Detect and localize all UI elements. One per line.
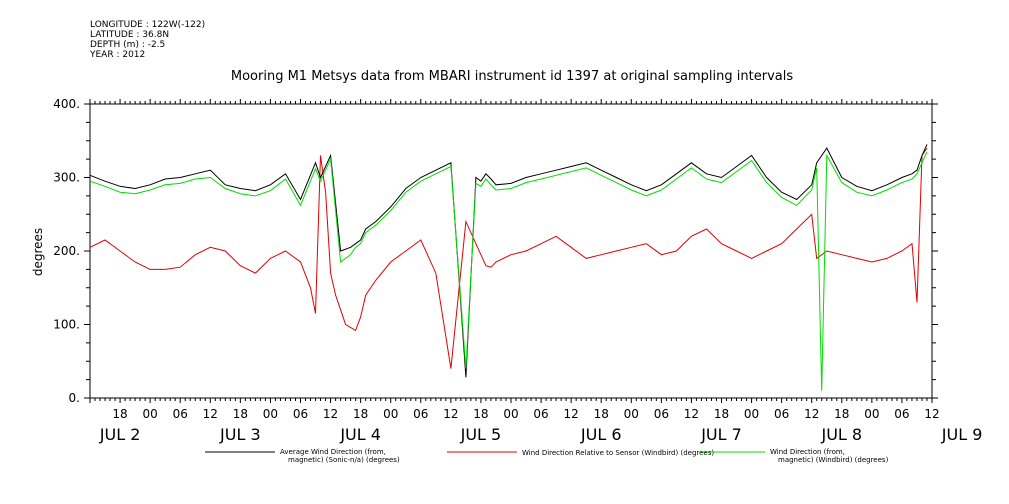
x-hour-label: 00 — [624, 407, 639, 421]
latitude-text: LATITUDE : 36.8N — [90, 30, 170, 40]
x-hour-label: 12 — [924, 407, 939, 421]
x-hour-label: 18 — [714, 407, 729, 421]
legend-label-2-line2: magnetic) (Windbird) (degrees) — [778, 456, 889, 464]
plot-axes: 18 00 06 12 18 00 06 12 18 00 06 12 18 00 06 12 18 00 06 12… — [53, 97, 982, 444]
series-line-2 — [89, 151, 928, 391]
chart-title: Mooring M1 Metsys data from MBARI instru… — [231, 69, 793, 84]
legend-label-2-line1: Wind Direction (from, — [770, 448, 845, 456]
x-hour-label: 00 — [383, 407, 398, 421]
x-day-label: JUL 5 — [460, 425, 502, 444]
y-tick-label: 0. — [69, 391, 80, 405]
x-hour-label: 18 — [233, 407, 248, 421]
y-axis-label: degrees — [31, 228, 45, 276]
x-hour-label: 00 — [744, 407, 759, 421]
x-hour-label: 12 — [323, 407, 338, 421]
x-hour-label: 00 — [263, 407, 278, 421]
x-hour-label: 12 — [203, 407, 218, 421]
x-hour-label: 00 — [503, 407, 518, 421]
x-hour-label: 06 — [293, 407, 308, 421]
x-day-label: JUL 4 — [339, 425, 381, 444]
x-hour-label: 00 — [143, 407, 158, 421]
x-day-label: JUL 2 — [99, 425, 141, 444]
legend-label-0-line1: Average Wind Direction (from, — [280, 448, 386, 456]
x-hour-label: 18 — [594, 407, 609, 421]
metadata-block: LONGITUDE : 122W(-122) LATITUDE : 36.8N … — [90, 20, 205, 60]
x-hour-label: 18 — [353, 407, 368, 421]
x-hour-label: 18 — [834, 407, 849, 421]
series-layer — [89, 144, 928, 391]
x-day-label: JUL 7 — [700, 425, 742, 444]
year-text: YEAR : 2012 — [90, 50, 146, 60]
x-hour-label: 00 — [864, 407, 879, 421]
x-hour-label: 12 — [804, 407, 819, 421]
x-hour-label: 06 — [894, 407, 909, 421]
plot-frame — [89, 103, 933, 399]
series-line-1 — [89, 147, 928, 369]
x-hour-label: 06 — [413, 407, 428, 421]
y-tick-label: 200. — [53, 244, 80, 258]
x-hour-label: 06 — [173, 407, 188, 421]
y-tick-label: 400. — [53, 97, 80, 111]
legend-label-0-line2: magnetic) (Sonic-n/a) (degrees) — [288, 456, 400, 464]
x-hour-label: 18 — [473, 407, 488, 421]
y-tick-label: 300. — [53, 171, 80, 185]
x-hour-label: 18 — [112, 407, 127, 421]
x-hour-label: 12 — [564, 407, 579, 421]
x-day-label: JUL 3 — [219, 425, 261, 444]
y-tick-label: 100. — [53, 318, 80, 332]
depth-text: DEPTH (m) : -2.5 — [90, 40, 166, 50]
series-line-0 — [89, 144, 928, 378]
x-hour-label: 06 — [533, 407, 548, 421]
x-hour-label: 12 — [684, 407, 699, 421]
legend: Average Wind Direction (from,magnetic) (… — [205, 448, 889, 464]
x-day-label: JUL 9 — [941, 425, 983, 444]
x-hour-label: 06 — [774, 407, 789, 421]
x-hour-label: 06 — [654, 407, 669, 421]
longitude-text: LONGITUDE : 122W(-122) — [90, 20, 206, 30]
x-day-label: JUL 6 — [580, 425, 622, 444]
legend-label-1: Wind Direction Relative to Sensor (Windb… — [522, 449, 714, 457]
x-hour-label: 12 — [443, 407, 458, 421]
x-day-label: JUL 8 — [820, 425, 862, 444]
